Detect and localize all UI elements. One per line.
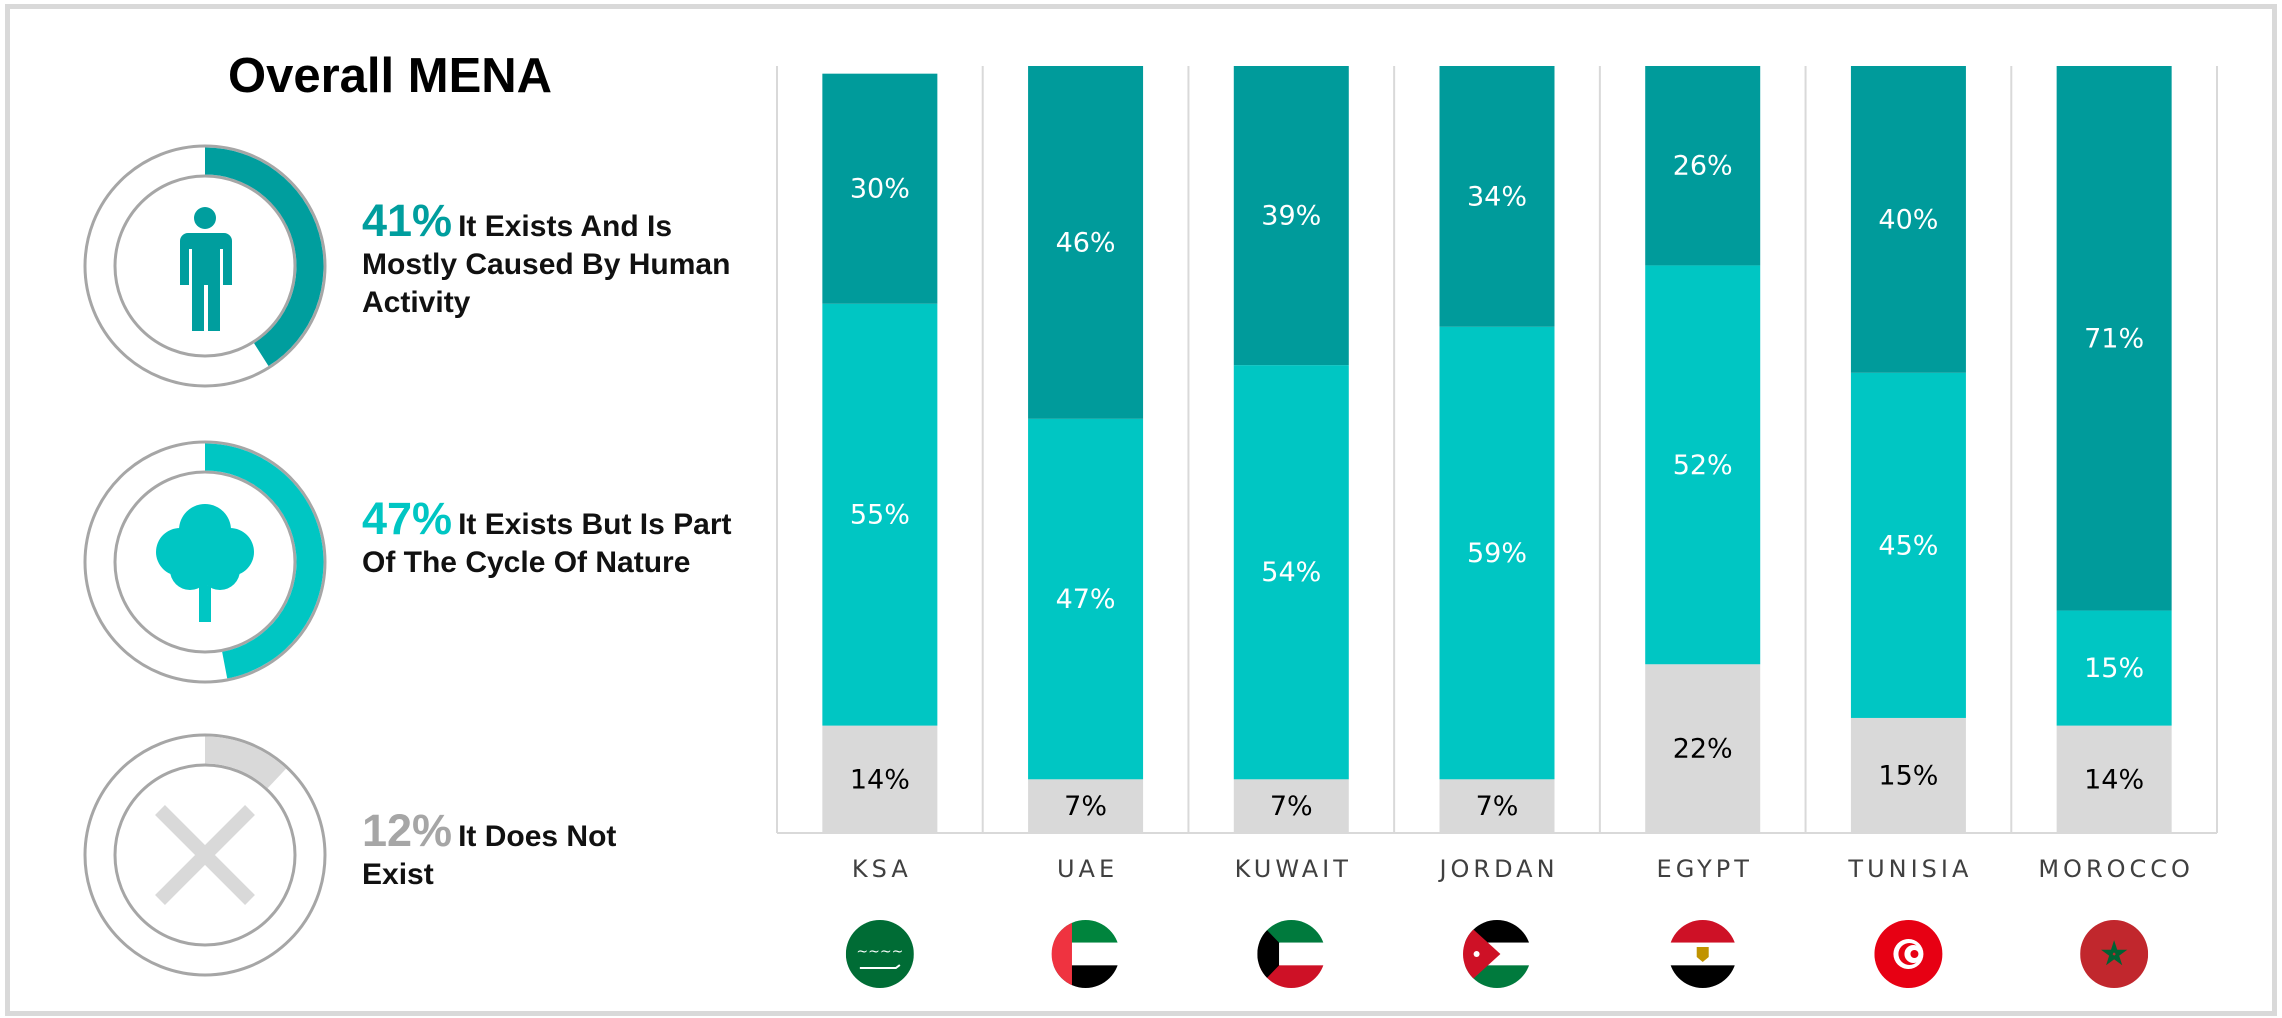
bar-segment xyxy=(1850,66,1966,373)
bar-segment xyxy=(1645,66,1761,266)
data-label: 59% xyxy=(1467,538,1527,569)
donut-inner-ring xyxy=(113,174,297,358)
donut-progress-arc xyxy=(205,147,324,367)
morocco-flag-icon xyxy=(2080,920,2149,988)
data-label: 46% xyxy=(1056,227,1116,258)
data-label: 47% xyxy=(1056,584,1116,615)
donut-inner-ring xyxy=(113,763,297,947)
donut-inner-ring xyxy=(113,470,297,654)
donut-progress-arc xyxy=(205,736,287,789)
bar-segment xyxy=(1439,779,1555,833)
category-label: JORDAN xyxy=(1437,855,1558,883)
donut-1 xyxy=(83,144,327,388)
summary-human-text: It Exists And Is Mostly Caused By Human … xyxy=(362,210,731,319)
bar-segment xyxy=(1850,717,1966,833)
data-label: 39% xyxy=(1261,201,1321,232)
donut-3 xyxy=(83,733,327,977)
bar-segment xyxy=(1028,779,1144,833)
data-label: 7% xyxy=(1476,791,1519,822)
tree-icon xyxy=(156,504,254,622)
category-label: KSA xyxy=(852,855,912,883)
summary-human-pct: 41% xyxy=(362,195,453,246)
summary-not-exist-pct: 12% xyxy=(362,805,453,856)
donut-outer-ring xyxy=(83,733,327,977)
ksa-flag-icon: ~~~~ xyxy=(845,920,914,988)
data-label: 71% xyxy=(2084,323,2144,354)
summary-not-exist-text: It Does Not Exist xyxy=(362,820,617,891)
bar-group-kuwait: 7% 54% 39% KUWAIT xyxy=(1233,66,1352,988)
bar-group-jordan: 7% 59% 34% JORDAN xyxy=(1437,66,1558,988)
bar-segment xyxy=(1233,779,1349,833)
egypt-flag-icon xyxy=(1668,920,1737,988)
data-label: 7% xyxy=(1064,791,1107,822)
bar-segment xyxy=(1439,66,1555,327)
data-label: 30% xyxy=(850,174,910,205)
data-label: 55% xyxy=(850,500,910,531)
data-label: 14% xyxy=(850,764,910,795)
donut-outer-ring xyxy=(83,440,327,684)
summary-not-exist: 12% It Does Not Exist xyxy=(362,808,692,894)
kuwait-flag-icon xyxy=(1257,920,1326,988)
bar-segment xyxy=(1233,66,1349,366)
jordan-flag-icon xyxy=(1463,920,1531,988)
tunisia-flag-icon xyxy=(1874,920,1943,988)
bar-group-tunisia: 15% 45% 40% TUNISIA xyxy=(1847,66,1972,988)
category-label: EGYPT xyxy=(1657,855,1753,883)
donut-outer-ring xyxy=(83,144,327,388)
bar-segment xyxy=(2056,66,2172,611)
category-label: KUWAIT xyxy=(1235,855,1352,883)
bar-segment xyxy=(822,303,938,726)
bar-segment xyxy=(1028,66,1144,419)
bar-segment xyxy=(822,725,938,833)
data-label: 54% xyxy=(1261,557,1321,588)
data-label: 45% xyxy=(1878,530,1938,561)
x-icon xyxy=(155,805,255,905)
bar-segment xyxy=(1645,664,1761,833)
bar-group-ksa: 14% 55% 30% KSA ~~~~ xyxy=(822,73,938,988)
bar-segment xyxy=(1850,372,1966,718)
person-icon xyxy=(180,207,232,331)
frame-border xyxy=(5,4,2277,1016)
page-title: Overall MENA xyxy=(228,49,553,103)
summary-human: 41% It Exists And Is Mostly Caused By Hum… xyxy=(362,198,742,322)
svg-text:~~~~: ~~~~ xyxy=(856,944,903,960)
bar-group-morocco: 14% 15% 71% MOROCCO xyxy=(2038,66,2194,988)
bar-segment xyxy=(1439,326,1555,780)
data-label: 15% xyxy=(2084,653,2144,684)
data-label: 7% xyxy=(1270,791,1313,822)
data-label: 14% xyxy=(2084,764,2144,795)
bar-group-egypt: 22% 52% 26% EGYPT xyxy=(1645,66,1761,988)
bar-group-uae: 7% 47% 46% UAE xyxy=(1028,66,1144,988)
data-label: 40% xyxy=(1878,204,1938,235)
data-label: 15% xyxy=(1878,760,1938,791)
donut-progress-arc xyxy=(205,443,324,679)
category-label: UAE xyxy=(1057,855,1118,883)
category-label: MOROCCO xyxy=(2038,855,2194,883)
gridlines xyxy=(776,66,2218,833)
data-label: 22% xyxy=(1673,734,1733,765)
bar-segment xyxy=(2056,610,2172,726)
summary-nature: 47% It Exists But Is Part Of The Cycle Of… xyxy=(362,496,742,582)
uae-flag-icon xyxy=(1051,920,1120,988)
bar-segment xyxy=(2056,725,2172,833)
category-label: TUNISIA xyxy=(1847,855,1972,883)
data-label: 34% xyxy=(1467,181,1527,212)
data-label: 26% xyxy=(1673,151,1733,182)
bar-segment xyxy=(1233,365,1349,780)
bar-segment xyxy=(1645,265,1761,665)
bar-segment xyxy=(1028,418,1144,780)
summary-nature-text: It Exists But Is Part Of The Cycle Of Na… xyxy=(362,508,732,579)
bar-segment xyxy=(822,73,938,304)
summary-nature-pct: 47% xyxy=(362,493,453,544)
donut-2 xyxy=(83,440,327,684)
data-label: 52% xyxy=(1673,450,1733,481)
